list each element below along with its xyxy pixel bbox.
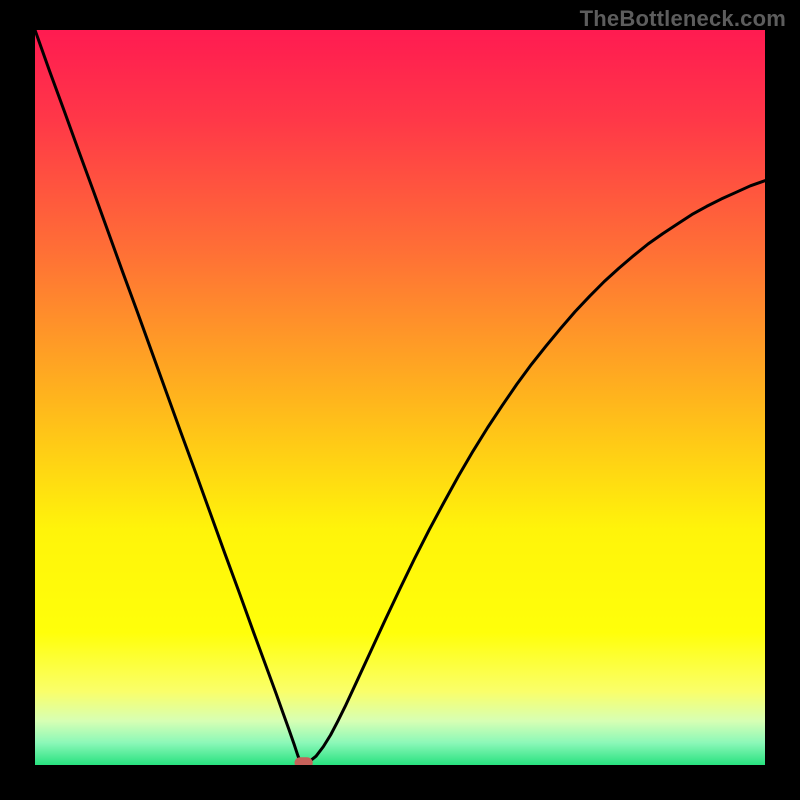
- chart-background: [35, 30, 765, 765]
- bottleneck-curve-chart: [35, 30, 765, 765]
- watermark-text: TheBottleneck.com: [580, 6, 786, 32]
- minimum-marker: [295, 757, 313, 765]
- chart-frame: TheBottleneck.com: [0, 0, 800, 800]
